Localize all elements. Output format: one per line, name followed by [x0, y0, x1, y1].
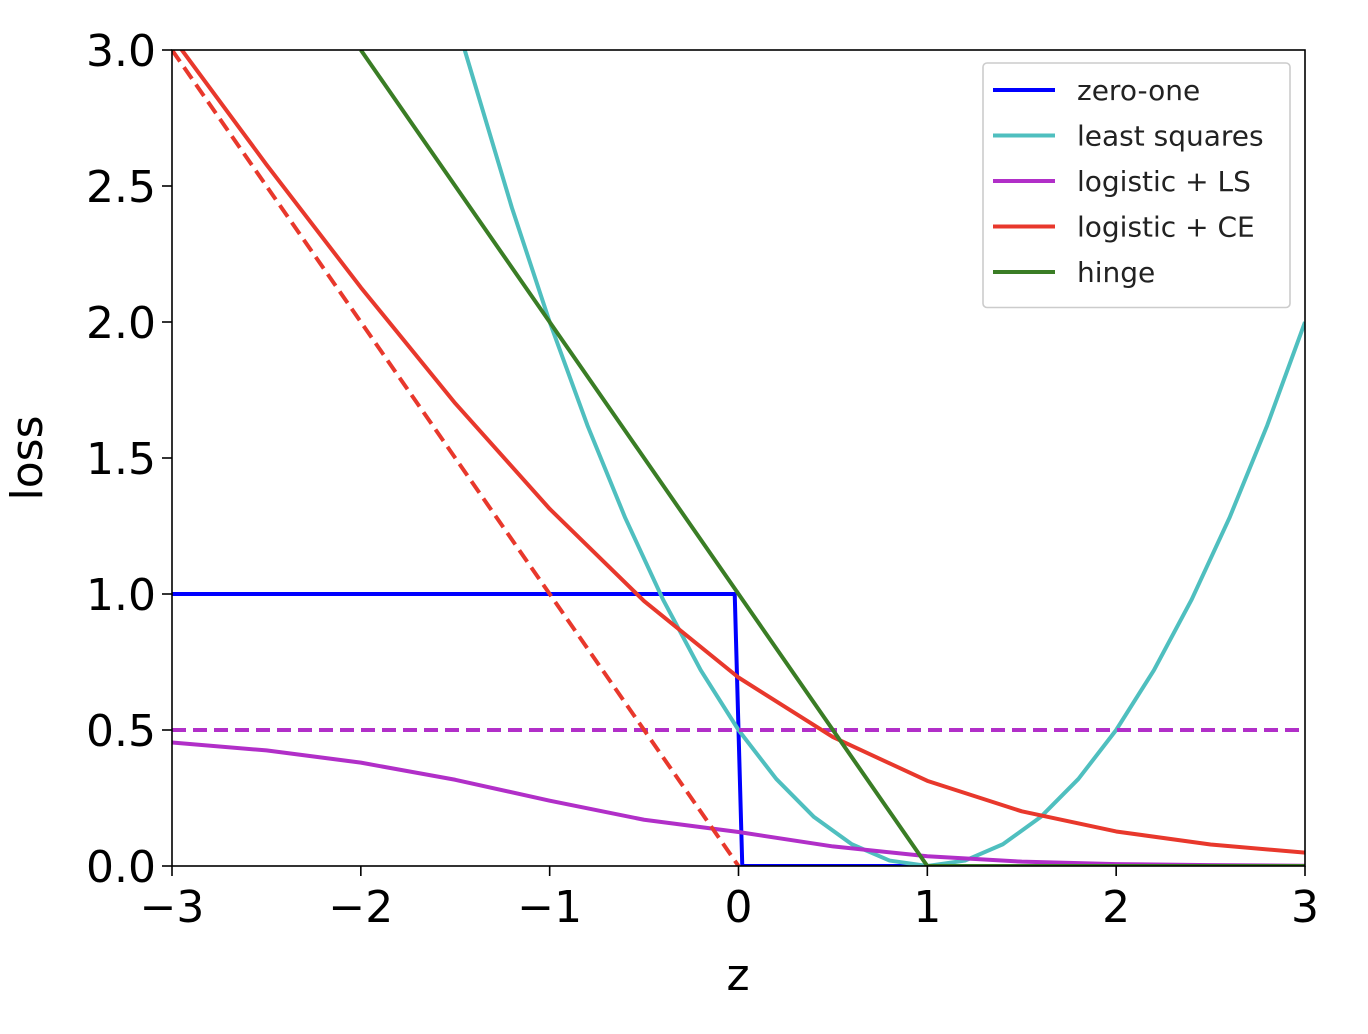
legend-label-logistic-ce: logistic + CE — [1077, 211, 1255, 244]
legend-box — [982, 62, 1291, 309]
x-tick-label: 3 — [1291, 882, 1319, 933]
y-tick-label: 2.0 — [86, 298, 156, 349]
series-line-logistic-ce — [179, 50, 1305, 855]
legend: zero-one least squares logistic + LS logist… — [982, 62, 1291, 309]
y-tick-label: 0.0 — [86, 842, 156, 893]
y-axis-label: loss — [2, 416, 53, 501]
x-tick-label: 1 — [913, 882, 941, 933]
x-tick-label: 0 — [725, 882, 753, 933]
legend-label-zero-one: zero-one — [1077, 74, 1200, 107]
x-axis-ticks: −3 −2 −1 0 1 2 3 — [140, 866, 1319, 933]
x-tick-label: −2 — [328, 882, 393, 933]
y-tick-label: 0.5 — [86, 706, 156, 757]
legend-label-logistic-ls: logistic + LS — [1077, 165, 1251, 198]
y-axis-ticks: 0.0 0.5 1.0 1.5 2.0 2.5 3.0 — [86, 26, 172, 893]
series-line-hinge — [359, 50, 1305, 866]
x-tick-label: −1 — [517, 882, 582, 933]
series-layer — [172, 50, 1305, 866]
y-tick-label: 1.5 — [86, 434, 156, 485]
legend-label-hinge: hinge — [1077, 256, 1155, 289]
series-line-least-squares — [462, 50, 1305, 866]
y-tick-label: 2.5 — [86, 162, 156, 213]
x-axis-label: z — [726, 950, 749, 1001]
series-line-logistic-ce-asymptote — [172, 50, 741, 866]
legend-label-least-squares: least squares — [1077, 120, 1264, 153]
x-tick-label: −3 — [140, 882, 205, 933]
y-tick-label: 3.0 — [86, 26, 156, 77]
y-tick-label: 1.0 — [86, 570, 156, 621]
x-tick-label: 2 — [1102, 882, 1130, 933]
